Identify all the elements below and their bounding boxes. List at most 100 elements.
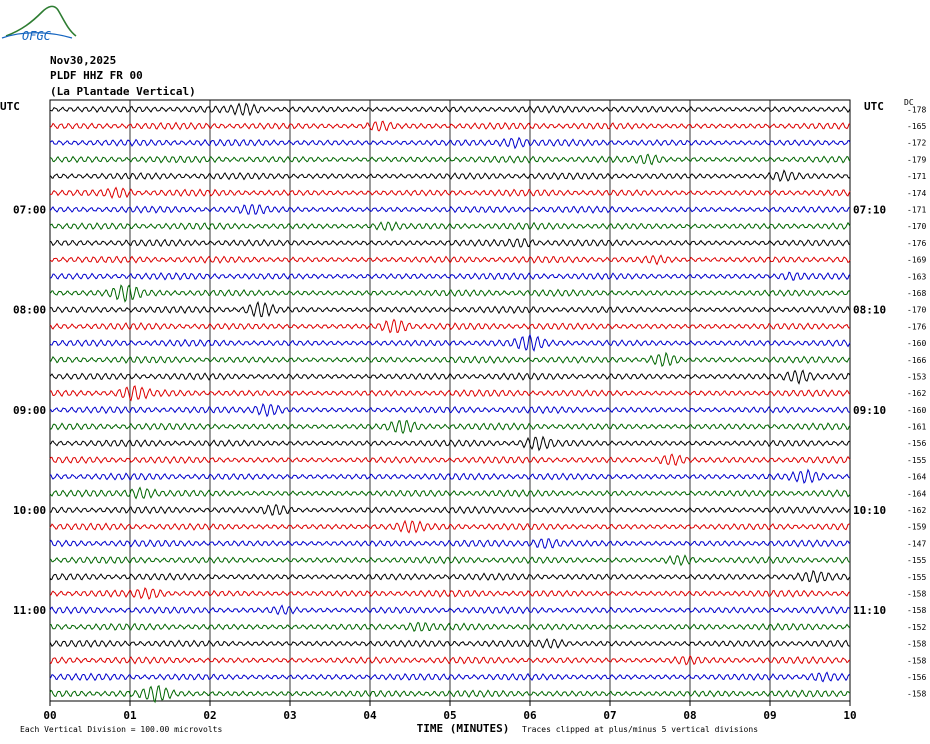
seismic-trace [49,604,851,616]
seismic-trace [49,419,851,435]
dc-offset-label: -158 [907,656,926,665]
dc-offset-label: -153 [907,372,926,381]
right-hour-label: 08:10 [853,304,886,317]
seismic-trace [49,271,851,281]
dc-offset-label: -178 [907,105,926,114]
logo-swoosh-icon [1,32,73,39]
x-tick-label: 01 [123,709,137,722]
dc-offset-label: -170 [907,222,926,231]
right-hour-label: 09:10 [853,404,886,417]
seismic-trace [49,554,851,567]
seismic-trace [49,685,851,704]
dc-offset-label: -155 [907,556,926,565]
dc-offset-label: -162 [907,506,926,515]
x-tick-label: 03 [283,709,296,722]
dc-offset-label: -172 [907,139,926,148]
dc-offset-label: -156 [907,673,926,682]
left-axis-label: UTC [0,100,20,113]
dc-offset-label: -147 [907,539,926,548]
seismic-trace [49,621,851,632]
dc-offset-label: -156 [907,439,926,448]
dc-offset-label: -152 [907,623,926,632]
right-axis-label: UTC [864,100,884,113]
seismic-trace [49,238,851,248]
dc-offset-label: -158 [907,589,926,598]
dc-offset-label: -160 [907,406,926,415]
seismic-trace [49,654,851,666]
seismic-trace [49,333,851,352]
dc-offset-label: -166 [907,356,926,365]
x-tick-label: 05 [443,709,456,722]
x-tick-label: 00 [43,709,56,722]
x-tick-label: 06 [523,709,537,722]
seismic-trace [49,318,851,334]
seismic-trace [49,284,851,303]
seismic-trace [49,203,851,215]
seismic-trace [49,538,851,549]
left-hour-label: 08:00 [13,304,46,317]
x-tick-label: 10 [843,709,856,722]
left-hour-label: 11:00 [13,604,46,617]
seismic-trace [49,120,851,132]
dc-offset-label: -158 [907,640,926,649]
header-date: Nov30,2025 [50,54,117,67]
right-hour-label: 11:10 [853,604,886,617]
dc-offset-label: -163 [907,272,926,281]
dc-offset-label: -179 [907,155,926,164]
seismic-trace [49,587,851,600]
dc-offset-label: -168 [907,289,926,298]
left-hour-label: 07:00 [13,204,46,217]
seismic-trace [49,153,851,166]
dc-offset-label: -161 [907,423,926,432]
seismic-trace [49,369,851,385]
right-hour-label: 07:10 [853,204,886,217]
dc-offset-label: -169 [907,256,926,265]
seismic-trace [49,486,851,500]
header-station: (La Plantade Vertical) [50,85,196,98]
dc-offset-label: -159 [907,523,926,532]
footer-scale-note: Each Vertical Division = 100.00 microvol… [20,725,223,734]
seismic-trace [49,136,851,150]
seismic-trace [49,385,851,402]
seismic-trace [49,221,851,232]
dc-offset-label: -176 [907,239,926,248]
dc-offset-label: -155 [907,573,926,582]
dc-offset-label: -176 [907,322,926,331]
dc-offset-label: -171 [907,172,926,181]
dc-offset-label: -165 [907,122,926,131]
dc-offset-label: -160 [907,339,926,348]
logo: OFGC [1,5,77,43]
dc-offset-label: -155 [907,456,926,465]
left-hour-label: 10:00 [13,504,46,517]
seismic-trace [49,468,851,484]
dc-offset-label: -174 [907,189,926,198]
seismic-trace [49,186,851,199]
seismic-trace [49,570,851,584]
seismic-trace [49,351,851,367]
seismic-trace [49,169,851,182]
dc-offset-label: -158 [907,606,926,615]
seismic-trace [49,435,851,452]
logo-mountain-icon [5,5,77,37]
dc-offset-label: -164 [907,489,926,498]
seismic-trace [49,300,851,318]
dc-offset-label: -162 [907,389,926,398]
x-tick-label: 07 [603,709,616,722]
left-hour-label: 09:00 [13,404,46,417]
dc-offset-label: -170 [907,306,926,315]
x-tick-label: 02 [203,709,216,722]
seismic-trace [49,519,851,534]
x-tick-label: 09 [763,709,776,722]
seismic-trace [49,254,851,266]
header-channel: PLDF HHZ FR 00 [50,69,143,82]
dc-offset-label: -171 [907,206,926,215]
footer-clip-note: Traces clipped at plus/minus 5 vertical … [522,725,759,734]
seismic-trace [49,671,851,683]
right-hour-label: 10:10 [853,504,886,517]
dc-column-label: DC [904,98,914,107]
seismic-trace [49,402,851,418]
x-axis-label: TIME (MINUTES) [417,722,510,735]
dc-offset-label: -158 [907,690,926,699]
